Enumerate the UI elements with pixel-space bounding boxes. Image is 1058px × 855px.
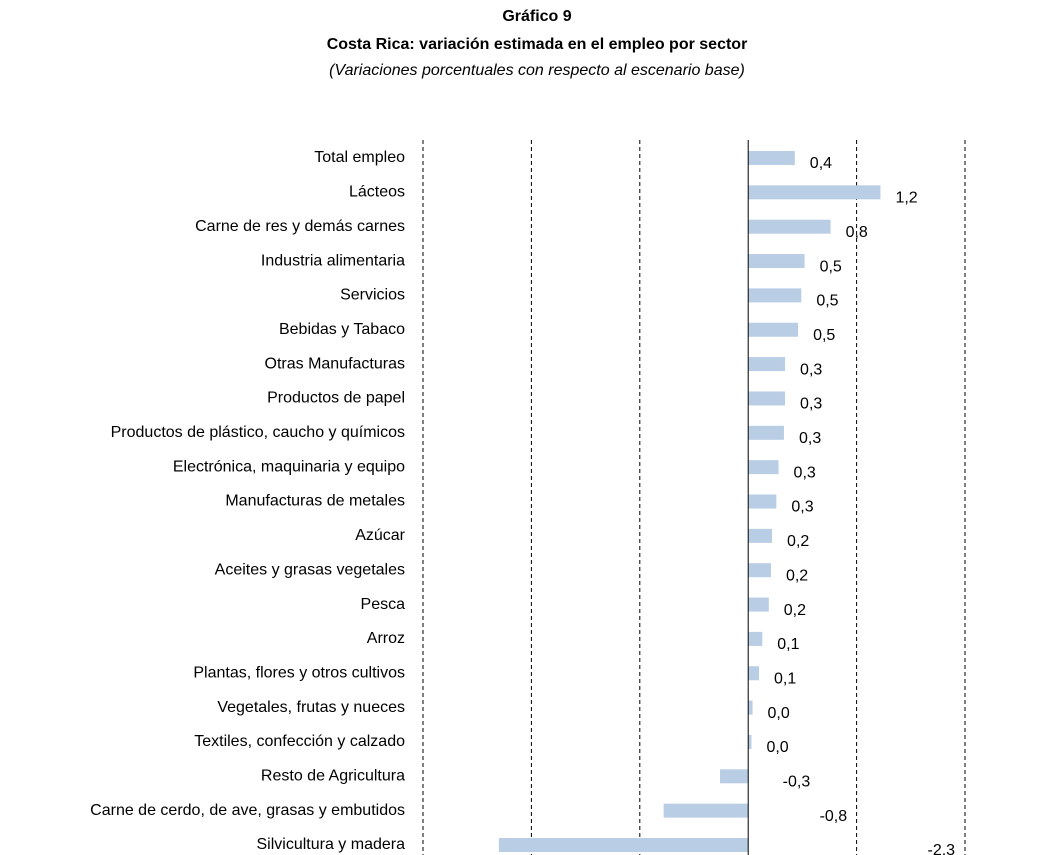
category-label: Azúcar	[355, 527, 405, 544]
bar	[748, 631, 763, 646]
chart-subtitle: Costa Rica: variación estimada en el emp…	[327, 36, 748, 53]
bar	[498, 838, 749, 852]
bar	[748, 185, 881, 200]
bar	[748, 219, 831, 234]
value-label: 0,5	[816, 293, 838, 310]
category-label: Industria alimentaria	[261, 252, 405, 269]
value-label: 0,2	[784, 602, 806, 619]
category-label: Manufacturas de metales	[225, 493, 405, 510]
value-label: 0,8	[846, 224, 868, 241]
value-label: 0,3	[800, 361, 822, 378]
value-label: 0,1	[774, 670, 796, 687]
bar	[748, 700, 753, 715]
category-label: Servicios	[340, 287, 405, 304]
bar	[748, 254, 805, 269]
category-label: Total empleo	[314, 149, 405, 166]
bar	[748, 563, 771, 578]
value-label: 0,3	[799, 430, 821, 447]
category-label: Plantas, flores y otros cultivos	[193, 664, 405, 681]
bar	[748, 494, 777, 509]
bar	[748, 425, 784, 440]
value-label: 0,3	[800, 396, 822, 413]
category-label: Silvicultura y madera	[257, 836, 406, 853]
category-label: Bebidas y Tabaco	[279, 321, 405, 338]
value-label: 0,3	[791, 499, 813, 516]
bar	[748, 597, 769, 612]
chart-title: Gráfico 9	[502, 8, 571, 25]
category-label: Carne de cerdo, de ave, grasas y embutid…	[90, 802, 405, 819]
bar	[748, 734, 752, 749]
category-label: Pesca	[361, 596, 406, 613]
bar	[748, 666, 760, 681]
bar	[748, 288, 802, 303]
category-label: Productos de papel	[267, 390, 405, 407]
bar	[663, 803, 749, 818]
value-label: 0,2	[786, 567, 808, 584]
value-label: 0,4	[810, 155, 832, 172]
value-label: -0,3	[783, 774, 811, 791]
category-label: Vegetales, frutas y nueces	[217, 699, 405, 716]
category-label: Electrónica, maquinaria y equipo	[173, 458, 405, 475]
bar	[748, 528, 773, 543]
value-label: 1,2	[895, 190, 917, 207]
bar	[748, 460, 779, 475]
value-label: 0,1	[777, 636, 799, 653]
category-label: Otras Manufacturas	[265, 355, 406, 372]
bar	[748, 322, 799, 337]
value-label: -2,3	[928, 842, 956, 855]
value-label: -0,8	[820, 808, 848, 825]
value-label: 0,5	[820, 258, 842, 275]
category-label: Textiles, confección y calzado	[194, 733, 405, 750]
bar	[748, 391, 786, 406]
value-label: 0,3	[794, 464, 816, 481]
bar	[720, 769, 749, 784]
bar	[748, 357, 786, 372]
value-label: 0,0	[766, 739, 788, 756]
category-label: Productos de plástico, caucho y químicos	[111, 424, 405, 441]
bar	[748, 151, 795, 165]
value-label: 0,2	[787, 533, 809, 550]
category-label: Resto de Agricultura	[261, 768, 405, 785]
value-label: 0,0	[768, 705, 790, 722]
category-label: Lácteos	[349, 184, 405, 201]
value-label: 0,5	[813, 327, 835, 344]
chart-note: (Variaciones porcentuales con respecto a…	[329, 62, 745, 79]
category-label: Arroz	[367, 630, 405, 647]
category-label: Carne de res y demás carnes	[195, 218, 405, 235]
category-label: Aceites y grasas vegetales	[215, 561, 405, 578]
